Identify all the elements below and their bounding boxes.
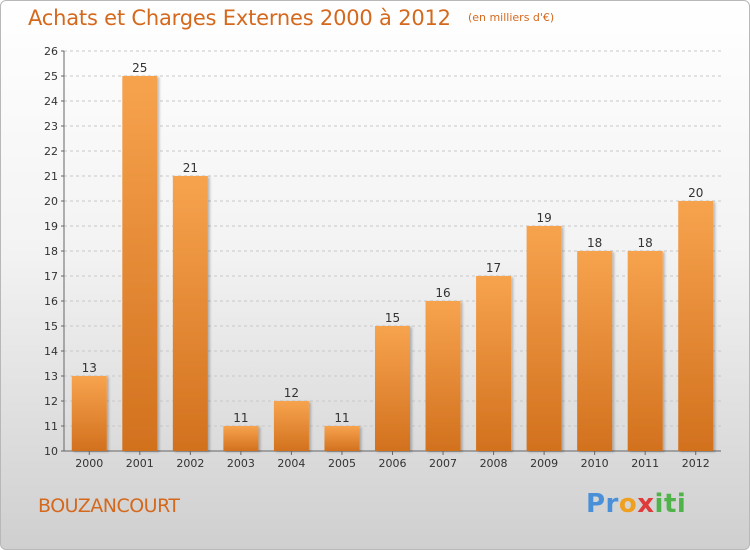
bar [122, 76, 158, 451]
y-tick-label: 12 [44, 395, 58, 408]
x-tick-label: 2010 [581, 457, 609, 470]
y-tick-label: 21 [44, 170, 58, 183]
x-tick-label: 2009 [530, 457, 558, 470]
bar-value-label: 15 [385, 311, 400, 325]
chart-title: Achats et Charges Externes 2000 à 2012 [28, 6, 451, 30]
y-tick-label: 16 [44, 295, 58, 308]
x-tick-label: 2000 [75, 457, 103, 470]
y-tick-label: 25 [44, 70, 58, 83]
y-tick-label: 11 [44, 420, 58, 433]
bar-value-label: 25 [132, 61, 147, 75]
bar [172, 176, 208, 451]
bar-value-label: 13 [82, 361, 97, 375]
x-tick-label: 2007 [429, 457, 457, 470]
x-tick-label: 2001 [126, 457, 154, 470]
bar [273, 401, 309, 451]
y-tick-label: 23 [44, 120, 58, 133]
bar [627, 251, 663, 451]
bar [577, 251, 613, 451]
x-tick-label: 2004 [277, 457, 305, 470]
bar-value-label: 11 [233, 411, 248, 425]
bar-value-label: 16 [435, 286, 450, 300]
bar [223, 426, 259, 451]
place-name: BOUZANCOURT [38, 495, 180, 517]
chart-subtitle: (en milliers d'€) [467, 11, 555, 24]
y-tick-label: 10 [44, 445, 58, 458]
y-tick-label: 22 [44, 145, 58, 158]
x-tick-label: 2005 [328, 457, 356, 470]
bar-value-label: 17 [486, 261, 501, 275]
bar-value-label: 21 [183, 161, 198, 175]
bar-value-label: 20 [688, 186, 703, 200]
bar-value-label: 12 [284, 386, 299, 400]
bar [375, 326, 410, 451]
y-tick-label: 26 [44, 45, 58, 58]
bar-value-label: 11 [334, 411, 349, 425]
bar [526, 226, 562, 451]
bar-value-label: 18 [587, 236, 602, 250]
bar [324, 426, 360, 451]
y-tick-label: 13 [44, 370, 58, 383]
bar [476, 276, 512, 451]
x-tick-label: 2011 [631, 457, 659, 470]
x-tick-label: 2012 [682, 457, 710, 470]
y-tick-label: 15 [44, 320, 58, 333]
y-tick-label: 20 [44, 195, 58, 208]
bar [71, 376, 107, 451]
bar-value-label: 18 [638, 236, 653, 250]
bar-value-label: 19 [536, 211, 551, 225]
y-tick-label: 14 [44, 345, 58, 358]
x-tick-label: 2002 [176, 457, 204, 470]
bar [425, 301, 461, 451]
y-tick-label: 18 [44, 245, 58, 258]
y-tick-label: 17 [44, 270, 58, 283]
y-tick-label: 24 [44, 95, 58, 108]
x-tick-label: 2003 [227, 457, 255, 470]
y-tick-label: 19 [44, 220, 58, 233]
x-tick-label: 2006 [379, 457, 407, 470]
x-tick-label: 2008 [480, 457, 508, 470]
title-row: Achats et Charges Externes 2000 à 2012 (… [28, 6, 554, 30]
bar [678, 201, 714, 451]
proxiti-logo: Proxiti [586, 489, 687, 519]
